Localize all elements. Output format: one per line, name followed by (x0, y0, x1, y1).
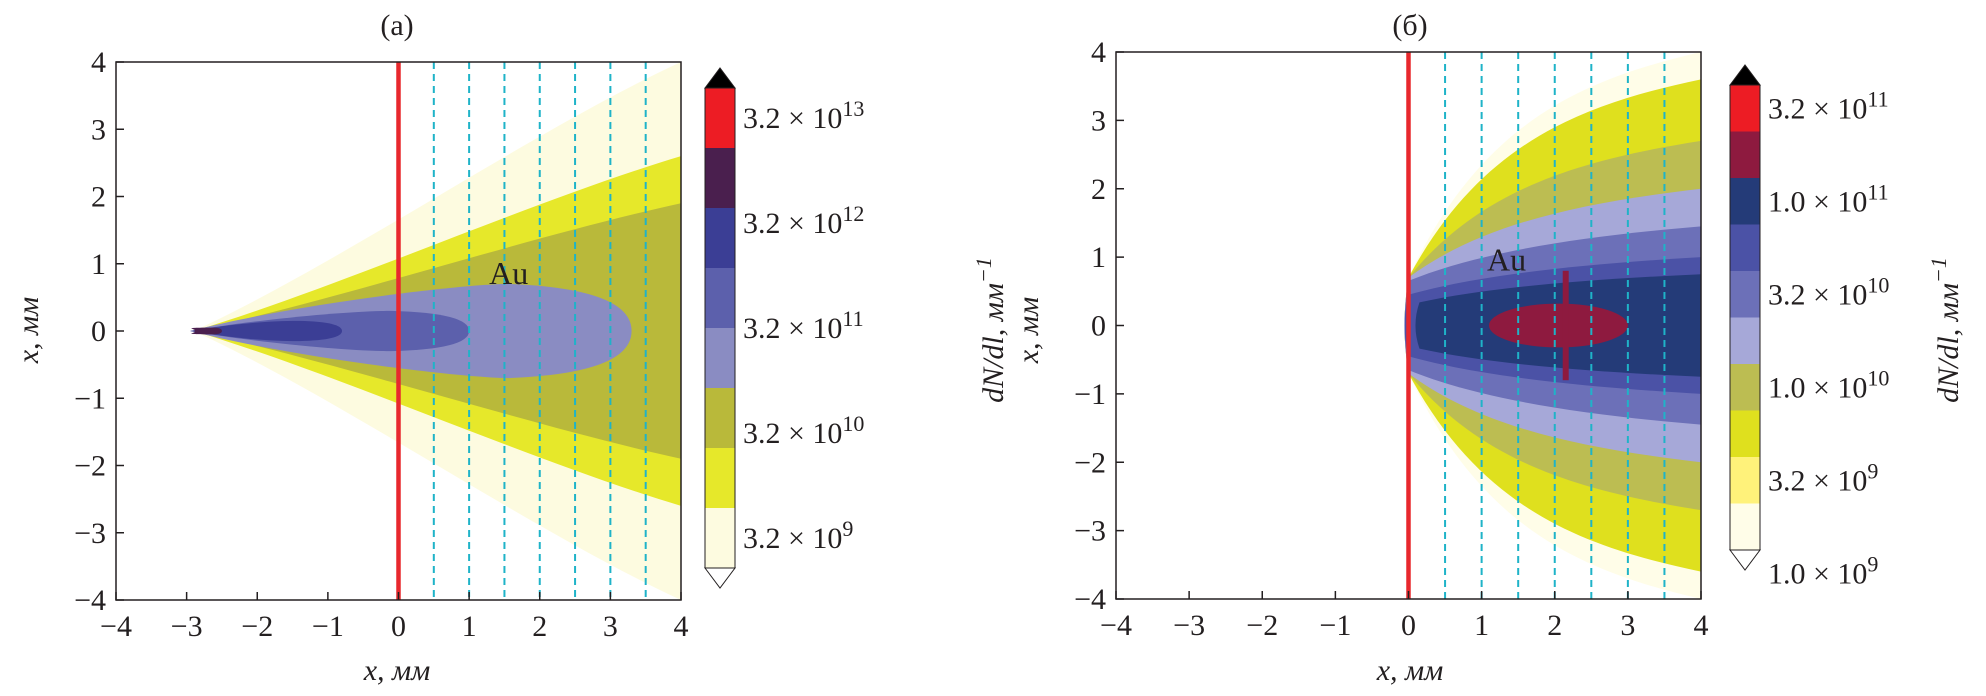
x-tick-label: 0 (1401, 609, 1416, 642)
colorbar-tick-label: 3.2 × 1010 (1768, 272, 1889, 311)
contour-region-5 (190, 320, 342, 342)
x-tick-label: −4 (100, 610, 132, 643)
y-tick-label: 3 (1091, 104, 1106, 137)
colorbar-segment (1730, 410, 1760, 457)
colorbar-tick-label: 3.2 × 1013 (743, 96, 864, 135)
yaxis-label-a: x, мм (12, 297, 45, 365)
y-tick-label: −3 (74, 517, 106, 550)
colorbar-segment (1730, 457, 1760, 504)
yaxis-label-b: x, мм (1012, 297, 1045, 365)
colorbar-segment (1730, 224, 1760, 271)
plot-b-area: Au (1116, 52, 1701, 599)
colorbar-extend-top (704, 67, 736, 89)
y-tick-label: −4 (74, 584, 106, 617)
x-tick-label: 4 (1694, 609, 1709, 642)
colorbar-tick-label: 3.2 × 109 (743, 516, 853, 555)
colorbar-segment (1730, 503, 1760, 550)
colorbar-extend-bottom (704, 567, 736, 589)
x-tick-label: 0 (391, 610, 406, 643)
x-tick-label: 3 (1620, 609, 1635, 642)
colorbar-a: 3.2 × 1013 3.2 × 1012 3.2 × 1011 3.2 × 1010… (704, 67, 864, 589)
x-tick-label: 1 (1474, 609, 1489, 642)
x-tick-label: −1 (1319, 609, 1351, 642)
x-tick-label: 2 (532, 610, 547, 643)
x-tick-label: 1 (462, 610, 477, 643)
colorbar-extend-bottom (1729, 549, 1761, 571)
y-tick-label: −2 (74, 450, 106, 483)
y-tick-label: −1 (74, 382, 106, 415)
annotation-au: Au (1487, 242, 1526, 278)
contour-region-7 (1488, 303, 1628, 348)
colorbar-extend-top (1729, 64, 1761, 86)
x-tick-label: −4 (1100, 609, 1132, 642)
x-tick-label: −3 (171, 610, 203, 643)
panel-b-title: (б) (1392, 9, 1427, 42)
y-tick-label: 1 (91, 248, 106, 281)
x-tick-label: 4 (674, 610, 689, 643)
colorbar-tick-label: 3.2 × 1011 (1768, 86, 1889, 125)
y-tick-label: 1 (1091, 241, 1106, 274)
colorbar-segment (705, 268, 735, 328)
colorbar-segment (1730, 131, 1760, 178)
y-tick-label: −1 (1074, 378, 1106, 411)
axes-b: −4 −3 −2 −1 0 1 2 3 4 4 3 2 1 0 −1 −2 −3 −4 (1074, 36, 1708, 642)
y-tick-label: 2 (1091, 173, 1106, 206)
y-tick-label: 4 (1091, 36, 1106, 69)
y-tick-label: −4 (1074, 583, 1106, 616)
colorbar-tick-label: 3.2 × 1012 (743, 201, 864, 240)
colorbar-segment (705, 508, 735, 568)
colorbar-label-right-b: dN/dl, мм−1 (1926, 257, 1965, 403)
colorbar-tick-label: 1.0 × 1011 (1768, 179, 1889, 218)
x-tick-label: −2 (1246, 609, 1278, 642)
colorbar-segment (1730, 317, 1760, 364)
colorbar-segment (1730, 178, 1760, 225)
colorbar-b: 3.2 × 1011 1.0 × 1011 3.2 × 1010 1.0 × 1010… (1729, 64, 1889, 590)
colorbar-tick-label: 3.2 × 109 (1768, 458, 1878, 497)
panel-a-title: (a) (380, 9, 413, 42)
x-tick-label: −1 (312, 610, 344, 643)
y-tick-label: 4 (91, 46, 106, 79)
colorbar-segment (705, 328, 735, 388)
y-tick-label: −3 (1074, 515, 1106, 548)
colorbar-segment (705, 148, 735, 208)
colorbar-segment (705, 88, 735, 148)
y-tick-label: −2 (1074, 446, 1106, 479)
colorbar-tick-label: 1.0 × 109 (1768, 551, 1878, 590)
annotation-au: Au (489, 255, 528, 291)
xaxis-label-a: x, мм (363, 654, 431, 687)
colorbar-segment (705, 448, 735, 508)
colorbar-tick-label: 3.2 × 1010 (743, 411, 864, 450)
colorbar-segment (705, 388, 735, 448)
colorbar-tick-label: 1.0 × 1010 (1768, 365, 1889, 404)
plot-a-area: Au (116, 62, 681, 600)
colorbar-segment (705, 208, 735, 268)
x-tick-label: −2 (241, 610, 273, 643)
colorbar-segment (1730, 85, 1760, 132)
colorbar-segment (1730, 364, 1760, 411)
contour-spike (1562, 270, 1569, 381)
contour-region-6 (191, 327, 222, 335)
y-tick-label: 0 (91, 315, 106, 348)
y-tick-label: 2 (91, 181, 106, 214)
y-tick-label: 0 (1091, 310, 1106, 343)
x-tick-label: −3 (1173, 609, 1205, 642)
xaxis-label-b: x, мм (1376, 654, 1444, 687)
colorbar-label-left-b: dN/dl, мм−1 (971, 257, 1010, 403)
y-tick-label: 3 (91, 113, 106, 146)
x-tick-label: 3 (603, 610, 618, 643)
colorbar-tick-label: 3.2 × 1011 (743, 306, 864, 345)
x-tick-label: 2 (1547, 609, 1562, 642)
colorbar-segment (1730, 271, 1760, 318)
axes-a: −4 −3 −2 −1 0 1 2 3 4 4 3 2 1 0 −1 −2 −3 −4 (74, 46, 688, 643)
